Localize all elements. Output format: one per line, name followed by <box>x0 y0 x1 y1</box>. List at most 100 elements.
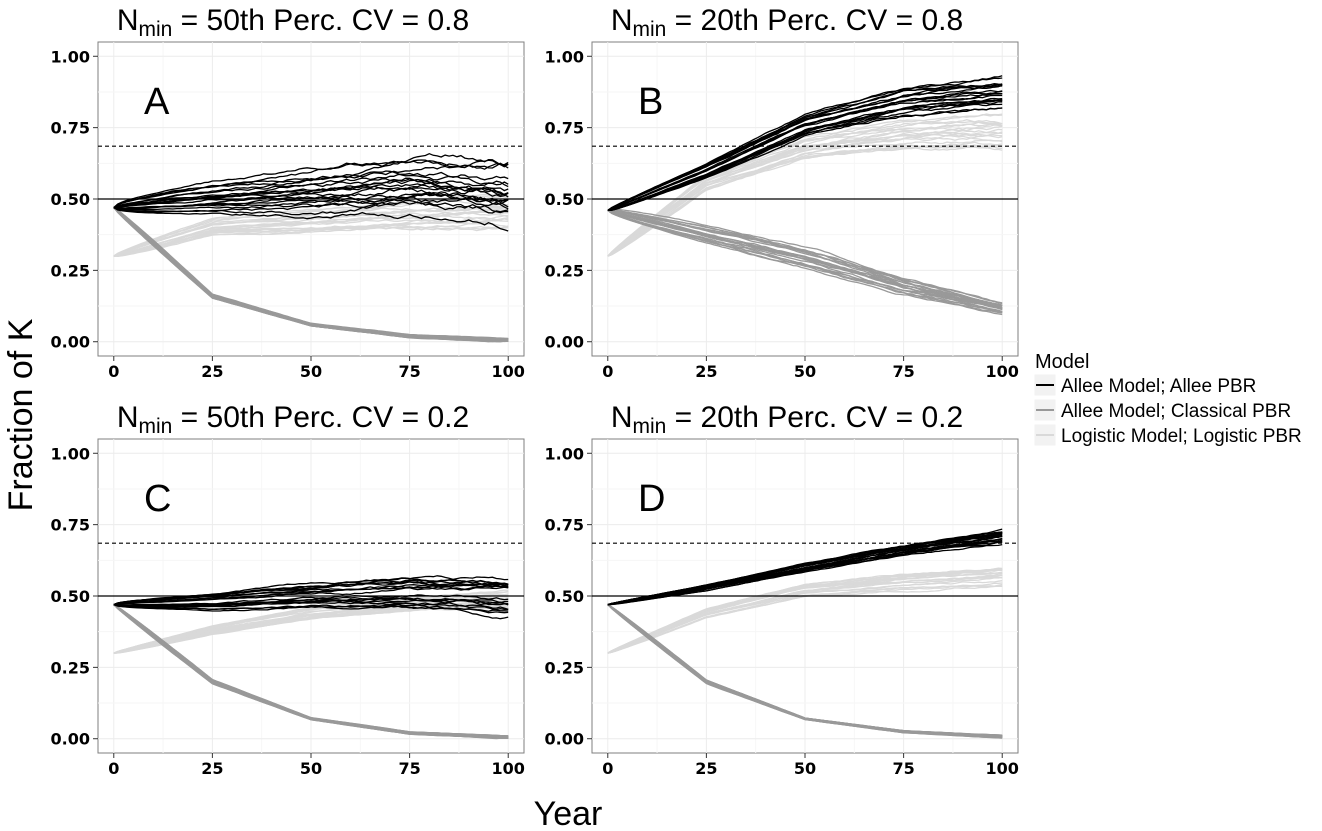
y-tick-label: 0.25 <box>51 658 90 677</box>
series-run <box>607 209 1003 308</box>
y-tick-label: 0.75 <box>545 516 584 535</box>
x-tick-label: 0 <box>602 362 613 381</box>
series-run <box>113 603 509 614</box>
series-run <box>113 225 509 258</box>
panels: 0 25 50 75 100 0.00 0.25 0.50 0.75 1.00 A Nmin = 50… <box>51 4 1019 778</box>
y-tick-label: 0.00 <box>51 333 90 352</box>
panel-label: A <box>144 81 170 123</box>
title-subscript: min <box>632 415 666 438</box>
y-tick-label: 0.25 <box>545 261 584 280</box>
y-tick-label: 0.00 <box>545 333 584 352</box>
series-run <box>113 159 509 209</box>
series-run <box>607 113 1003 257</box>
series-run <box>113 604 509 740</box>
series-run <box>607 209 1003 313</box>
series-run <box>607 139 1003 257</box>
series-run <box>113 171 509 209</box>
panel-title: Nmin = 50th Perc. CV = 0.8 <box>117 4 469 41</box>
series-run <box>607 531 1003 606</box>
series-run <box>607 209 1003 314</box>
panel-title: Nmin = 50th Perc. CV = 0.2 <box>117 401 469 438</box>
legend-item-allee-classical: Allee Model; Classical PBR <box>1033 398 1291 422</box>
y-tick-label: 0.00 <box>51 730 90 749</box>
legend-label: Allee Model; Classical PBR <box>1061 401 1291 422</box>
title-rest: = 20th Perc. CV = 0.8 <box>666 4 963 37</box>
series-run <box>113 207 509 343</box>
x-axis-label: Year <box>534 795 603 831</box>
series-run <box>113 604 509 738</box>
series-run <box>607 576 1003 654</box>
y-tick-label: 1.00 <box>51 444 90 463</box>
panel-c: 0 25 50 75 100 0.00 0.25 0.50 0.75 1.00 C Nmin = 50… <box>51 401 525 778</box>
series-lines <box>113 152 509 343</box>
title-subscript: min <box>632 18 666 41</box>
series-run <box>113 577 509 606</box>
series-run <box>113 602 509 654</box>
x-tick-label: 50 <box>300 759 322 778</box>
series-group-2 <box>113 604 509 740</box>
panel-label: B <box>638 81 663 123</box>
series-run <box>113 597 509 607</box>
x-tick-label: 100 <box>492 759 525 778</box>
series-group-2 <box>607 208 1003 316</box>
series-run <box>113 575 509 606</box>
x-tick-label: 50 <box>300 362 322 381</box>
title-n: N <box>611 4 633 37</box>
x-tick-label: 50 <box>794 759 816 778</box>
series-run <box>113 222 509 257</box>
x-tick-label: 50 <box>794 362 816 381</box>
y-tick-label: 0.75 <box>545 119 584 138</box>
x-tick-label: 25 <box>201 759 223 778</box>
y-tick-label: 0.50 <box>545 190 584 209</box>
series-run <box>607 103 1003 212</box>
y-tick-label: 0.50 <box>545 587 584 606</box>
series-run <box>607 93 1003 212</box>
series-group-1 <box>113 152 509 232</box>
x-tick-label: 25 <box>695 759 717 778</box>
series-run <box>607 97 1003 212</box>
y-axis-label: Fraction of K <box>2 318 40 511</box>
series-run <box>113 152 509 209</box>
y-tick-label: 0.25 <box>51 261 90 280</box>
series-group-2 <box>607 604 1003 739</box>
series-run <box>607 209 1003 307</box>
series-run <box>113 179 509 209</box>
panel-b: 0 25 50 75 100 0.00 0.25 0.50 0.75 1.00 B Nmin = 20… <box>545 4 1019 381</box>
x-tick-label: 100 <box>492 362 525 381</box>
series-run <box>113 196 509 211</box>
panel-title: Nmin = 20th Perc. CV = 0.8 <box>611 4 963 41</box>
x-tick-label: 100 <box>986 362 1019 381</box>
panel-title: Nmin = 20th Perc. CV = 0.2 <box>611 401 963 438</box>
series-run <box>113 201 509 214</box>
title-n: N <box>117 401 139 434</box>
series-group-3 <box>607 113 1003 257</box>
x-tick-label: 0 <box>108 362 119 381</box>
y-tick-label: 0.00 <box>545 730 584 749</box>
title-n: N <box>611 401 633 434</box>
x-tick-label: 0 <box>108 759 119 778</box>
series-run <box>607 209 1003 307</box>
x-tick-label: 0 <box>602 759 613 778</box>
series-run <box>607 209 1003 306</box>
y-tick-label: 1.00 <box>545 47 584 66</box>
x-tick-label: 25 <box>695 362 717 381</box>
series-run <box>113 185 509 209</box>
series-lines <box>607 75 1003 316</box>
series-run <box>607 604 1003 738</box>
series-run <box>607 131 1003 257</box>
series-group-1 <box>607 75 1003 212</box>
y-tick-label: 0.50 <box>51 587 90 606</box>
series-run <box>113 160 509 209</box>
y-tick-label: 1.00 <box>51 47 90 66</box>
title-rest: = 20th Perc. CV = 0.2 <box>666 401 963 434</box>
legend-item-allee-allee: Allee Model; Allee PBR <box>1033 373 1256 397</box>
series-run <box>113 193 509 257</box>
y-tick-label: 1.00 <box>545 444 584 463</box>
title-subscript: min <box>138 415 172 438</box>
legend-label: Logistic Model; Logistic PBR <box>1061 426 1302 447</box>
series-run <box>113 211 509 257</box>
series-run <box>607 209 1003 310</box>
series-run <box>607 144 1003 257</box>
x-tick-label: 75 <box>398 362 420 381</box>
